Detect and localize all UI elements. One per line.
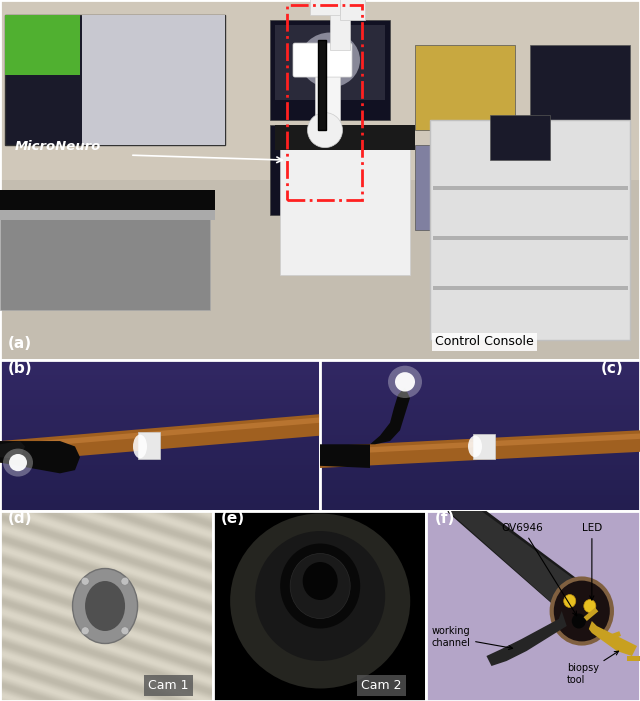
Bar <box>138 433 160 459</box>
Text: biopsy
tool: biopsy tool <box>567 651 618 685</box>
Bar <box>0 0 640 180</box>
Text: Control Console: Control Console <box>435 335 534 348</box>
Polygon shape <box>320 387 410 468</box>
Ellipse shape <box>255 531 385 661</box>
Bar <box>270 20 390 120</box>
Ellipse shape <box>230 514 410 688</box>
Bar <box>530 145 630 230</box>
Text: Cam 1: Cam 1 <box>148 679 189 692</box>
Bar <box>287 5 362 200</box>
Polygon shape <box>448 511 597 616</box>
Polygon shape <box>446 511 607 621</box>
Bar <box>280 145 410 275</box>
Bar <box>433 286 628 290</box>
Polygon shape <box>320 433 640 455</box>
FancyBboxPatch shape <box>318 40 326 130</box>
Bar <box>530 45 630 130</box>
Bar <box>0 190 215 215</box>
Bar <box>415 45 515 130</box>
Bar <box>275 25 385 100</box>
Ellipse shape <box>72 569 138 644</box>
Ellipse shape <box>85 581 125 631</box>
Polygon shape <box>320 430 640 468</box>
Ellipse shape <box>133 435 147 458</box>
Ellipse shape <box>295 140 365 200</box>
Text: OV6946: OV6946 <box>502 523 577 615</box>
Ellipse shape <box>395 372 415 392</box>
Text: (e): (e) <box>221 511 245 526</box>
Bar <box>433 236 628 240</box>
Bar <box>82 15 225 145</box>
Ellipse shape <box>584 599 596 613</box>
Ellipse shape <box>9 454 27 471</box>
Text: (a): (a) <box>8 336 32 351</box>
Text: (f): (f) <box>435 511 454 526</box>
Ellipse shape <box>572 613 586 629</box>
Ellipse shape <box>307 113 342 148</box>
Bar <box>0 180 640 360</box>
Bar <box>270 125 390 215</box>
Text: working
channel: working channel <box>431 627 513 650</box>
Bar <box>473 433 495 459</box>
Bar <box>5 15 225 145</box>
Ellipse shape <box>3 449 33 477</box>
Bar <box>310 0 340 15</box>
Bar <box>605 631 621 641</box>
Ellipse shape <box>552 578 612 644</box>
Polygon shape <box>589 621 637 656</box>
Text: LED: LED <box>582 523 602 600</box>
Bar <box>330 10 350 50</box>
Ellipse shape <box>300 32 360 88</box>
Circle shape <box>81 577 89 585</box>
Text: (b): (b) <box>8 361 33 376</box>
Bar <box>490 115 550 160</box>
Bar <box>275 125 415 150</box>
Circle shape <box>121 627 129 635</box>
Bar <box>433 186 628 190</box>
Bar <box>340 0 365 20</box>
Polygon shape <box>0 414 320 463</box>
Ellipse shape <box>468 436 482 457</box>
Bar <box>627 656 640 661</box>
Text: (c): (c) <box>601 361 624 376</box>
Circle shape <box>81 627 89 635</box>
Polygon shape <box>486 611 567 666</box>
FancyBboxPatch shape <box>293 43 352 77</box>
Bar <box>584 608 598 621</box>
Ellipse shape <box>303 562 338 600</box>
Text: MicroNeuro: MicroNeuro <box>15 140 101 153</box>
FancyBboxPatch shape <box>0 210 210 311</box>
Bar <box>315 65 340 125</box>
Ellipse shape <box>388 366 422 398</box>
Bar <box>430 120 630 340</box>
Bar <box>5 15 80 75</box>
Bar <box>0 210 215 220</box>
Polygon shape <box>0 417 320 449</box>
Ellipse shape <box>280 543 360 629</box>
Circle shape <box>121 577 129 585</box>
Polygon shape <box>0 441 80 473</box>
Bar <box>415 145 515 230</box>
Polygon shape <box>0 441 25 459</box>
Text: (d): (d) <box>8 511 33 526</box>
Text: Cam 2: Cam 2 <box>361 679 402 692</box>
Ellipse shape <box>564 594 576 608</box>
Ellipse shape <box>290 554 350 618</box>
